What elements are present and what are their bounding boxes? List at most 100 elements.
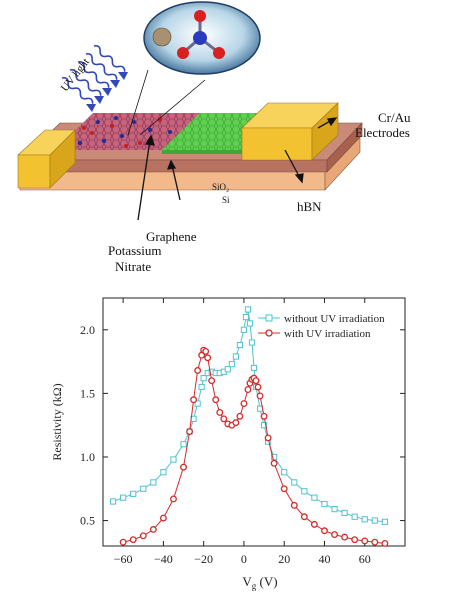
data-point-circle [351, 536, 359, 544]
data-point-square [321, 500, 328, 508]
x-tick-label: 20 [278, 552, 290, 566]
data-point-circle [290, 501, 298, 509]
data-point-circle [361, 537, 369, 545]
x-tick-label: 60 [359, 552, 371, 566]
data-point-circle [232, 419, 240, 427]
y-axis-label: Resistivity (kΩ) [50, 383, 64, 460]
data-point-circle [180, 463, 187, 471]
y-tick-label: 0.5 [80, 514, 95, 528]
si-label: Si [222, 195, 230, 205]
data-point-square [240, 326, 248, 333]
x-tick-label: −60 [114, 552, 133, 566]
data-point-circle [170, 495, 177, 503]
data-point-square [381, 518, 388, 525]
data-point-circle [240, 400, 248, 408]
data-point-square [228, 361, 235, 368]
data-point-square [140, 485, 147, 492]
data-point-circle [321, 527, 328, 535]
data-point-circle [194, 367, 202, 374]
resistivity-chart: −60 −40 −20 0 20 40 60 0.5 1.0 1.5 2.0 Vg (V) Resist… [50, 297, 406, 591]
x-tick-label: 40 [318, 552, 330, 566]
molecule-inset [143, 1, 261, 75]
hbn-label: hBN [297, 199, 322, 214]
data-point-circle [310, 520, 318, 528]
data-point-square [281, 469, 288, 476]
data-point-square [200, 375, 207, 382]
data-point-circle [260, 412, 268, 420]
data-point-circle [252, 377, 260, 385]
data-point-square [232, 353, 239, 360]
data-point-circle [300, 513, 308, 521]
electrodes-label-line1: Cr/Au [378, 110, 411, 125]
legend-marker-circle [265, 329, 273, 337]
data-point-square [291, 479, 298, 486]
electrodes-label-line2: Electrodes [355, 125, 410, 140]
kno3-label-line2: Nitrate [115, 259, 152, 274]
data-point-square [341, 509, 348, 517]
legend-marker-square [265, 314, 273, 322]
data-point-circle [212, 396, 220, 404]
graphene-label: Graphene [146, 229, 197, 244]
data-point-square [248, 339, 256, 346]
legend-label: with UV irradiation [284, 328, 371, 340]
data-point-square [109, 498, 117, 505]
data-point-square [170, 456, 177, 463]
y-tick-label: 1.5 [80, 386, 95, 400]
data-point-circle [371, 538, 379, 546]
data-point-circle [149, 526, 157, 533]
data-point-square [260, 422, 268, 429]
x-tick-label: −20 [194, 552, 213, 566]
data-point-square [236, 341, 244, 349]
data-point-circle [331, 531, 338, 539]
x-axis-label: Vg (V) [242, 574, 277, 591]
data-point-circle [202, 347, 210, 355]
right-electrode [241, 102, 339, 161]
x-tick-label: 0 [241, 552, 247, 566]
data-point-square [371, 517, 378, 524]
data-point-square [244, 306, 252, 313]
data-point-circle [236, 412, 244, 420]
data-point-square [246, 320, 254, 327]
data-point-circle [129, 536, 137, 544]
data-point-square [351, 513, 358, 520]
x-tick-label: −40 [154, 552, 173, 566]
data-point-square [120, 494, 127, 501]
data-point-square [160, 469, 167, 476]
uv-light-arrows [61, 45, 126, 104]
data-point-square [331, 506, 338, 513]
y-tick-label: 2.0 [80, 323, 95, 337]
data-point-circle [341, 533, 349, 541]
pointer-arrows [137, 117, 338, 221]
data-point-circle [204, 354, 212, 362]
data-point-circle [220, 415, 228, 423]
data-point-square [198, 383, 205, 391]
data-point-circle [244, 386, 252, 394]
data-point-circle [256, 392, 264, 400]
data-point-circle [280, 485, 288, 493]
left-electrode [17, 129, 76, 189]
data-point-circle [190, 396, 198, 404]
data-point-circle [381, 540, 389, 547]
kno3-label-line1: Potassium [108, 243, 162, 258]
data-point-square [271, 453, 278, 461]
data-point-square [130, 490, 137, 497]
data-point-square [194, 400, 201, 407]
legend-label: without UV irradiation [284, 313, 385, 325]
plot-frame [102, 297, 406, 547]
data-point-square [180, 441, 187, 448]
data-point-circle [208, 377, 216, 385]
data-point-square [361, 516, 368, 523]
uv-arrow-heads [86, 72, 128, 112]
data-point-square [224, 366, 231, 373]
potassium-nitrate-dots [77, 116, 172, 148]
data-point-circle [139, 532, 147, 540]
data-point-square [242, 313, 250, 321]
data-point-square [311, 494, 318, 501]
data-point-circle [270, 459, 278, 467]
data-point-circle [216, 409, 224, 416]
data-point-circle [264, 434, 272, 442]
y-tick-label: 1.0 [80, 450, 95, 464]
data-point-square [250, 364, 258, 372]
sio2-label: SiO₂ [212, 182, 230, 192]
